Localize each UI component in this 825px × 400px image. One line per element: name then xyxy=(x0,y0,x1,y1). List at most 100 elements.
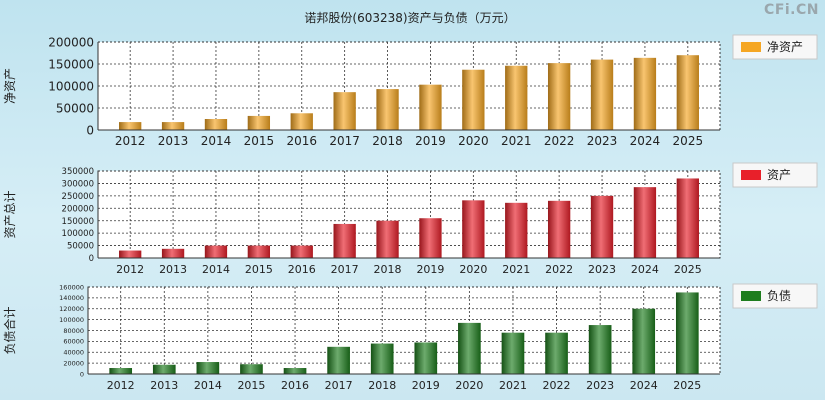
bar-2024 xyxy=(633,187,657,258)
x-tick-label: 2023 xyxy=(588,263,616,276)
y-tick-label: 50000 xyxy=(67,242,94,252)
bar-2023 xyxy=(588,325,612,374)
legend-label: 资产 xyxy=(767,168,791,182)
bar-2025 xyxy=(676,55,699,131)
bar-2022 xyxy=(547,200,571,258)
x-tick-label: 2018 xyxy=(372,134,403,148)
bar-2020 xyxy=(458,322,481,374)
x-tick-label: 2019 xyxy=(412,379,440,392)
y-axis-label: 净资产 xyxy=(3,68,17,104)
bar-2015 xyxy=(247,115,271,130)
x-tick-label: 2025 xyxy=(673,379,701,392)
x-tick-label: 2014 xyxy=(194,379,222,392)
bar-2024 xyxy=(633,57,657,131)
bar-2012 xyxy=(109,368,133,374)
bar-2017 xyxy=(327,346,350,374)
y-tick-label: 140000 xyxy=(59,294,84,302)
y-tick-label: 350000 xyxy=(62,167,94,177)
y-tick-label: 50000 xyxy=(56,101,94,115)
x-tick-label: 2022 xyxy=(544,134,575,148)
legend-label: 负债 xyxy=(767,289,791,303)
y-tick-label: 60000 xyxy=(63,338,84,346)
x-tick-label: 2021 xyxy=(502,263,530,276)
legend: 负债 xyxy=(732,283,818,309)
x-tick-label: 2016 xyxy=(286,134,317,148)
bar-2015 xyxy=(240,364,263,374)
x-tick-label: 2018 xyxy=(374,263,402,276)
bar-2016 xyxy=(283,368,307,374)
y-tick-label: 150000 xyxy=(48,57,94,71)
legend-label: 净资产 xyxy=(767,40,803,54)
bar-2014 xyxy=(204,245,228,258)
x-tick-label: 2023 xyxy=(586,379,614,392)
x-tick-label: 2016 xyxy=(281,379,309,392)
bar-2019 xyxy=(419,218,442,258)
x-tick-label: 2013 xyxy=(150,379,178,392)
y-tick-label: 20000 xyxy=(63,359,84,367)
bar-2021 xyxy=(505,65,528,130)
y-tick-label: 150000 xyxy=(62,217,94,227)
x-tick-label: 2023 xyxy=(587,134,618,148)
x-tick-label: 2012 xyxy=(115,134,146,148)
bar-2012 xyxy=(119,122,142,130)
y-tick-label: 120000 xyxy=(59,305,84,313)
x-tick-label: 2024 xyxy=(631,263,659,276)
x-tick-label: 2024 xyxy=(630,134,661,148)
x-tick-label: 2014 xyxy=(202,263,230,276)
bar-2018 xyxy=(370,343,394,374)
bar-2017 xyxy=(333,92,356,130)
x-tick-label: 2017 xyxy=(331,263,359,276)
x-tick-label: 2022 xyxy=(545,263,573,276)
x-tick-label: 2020 xyxy=(458,134,489,148)
bar-2013 xyxy=(161,248,185,258)
bar-2016 xyxy=(290,113,313,130)
bar-2025 xyxy=(675,292,699,374)
bar-2019 xyxy=(419,84,442,130)
y-tick-label: 160000 xyxy=(59,283,84,291)
x-tick-label: 2016 xyxy=(288,263,316,276)
bar-2014 xyxy=(204,119,228,130)
watermark-logo: CFi.CN xyxy=(764,2,819,18)
bar-2023 xyxy=(590,59,614,130)
y-tick-label: 250000 xyxy=(62,192,94,202)
bar-2021 xyxy=(505,202,528,258)
x-tick-label: 2013 xyxy=(158,134,189,148)
bar-2014 xyxy=(196,362,220,374)
y-tick-label: 100000 xyxy=(62,229,94,239)
plot-area xyxy=(98,171,720,258)
bar-2022 xyxy=(547,63,571,131)
y-tick-label: 0 xyxy=(89,254,94,264)
bar-2020 xyxy=(462,69,485,130)
bar-2025 xyxy=(676,178,699,258)
chart-title: 诺邦股份(603238)资产与负债（万元） xyxy=(304,11,515,25)
x-tick-label: 2019 xyxy=(415,134,446,148)
panel-2: 0 50000 100000 150000 200000 250000 300000 3500… xyxy=(3,162,818,276)
y-axis-label: 资产总计 xyxy=(3,190,17,238)
plot-area xyxy=(98,42,720,130)
x-tick-label: 2015 xyxy=(245,263,273,276)
x-tick-label: 2022 xyxy=(543,379,571,392)
x-tick-label: 2014 xyxy=(201,134,232,148)
x-tick-label: 2025 xyxy=(674,263,702,276)
y-tick-label: 100000 xyxy=(59,316,84,324)
legend: 净资产 xyxy=(732,34,818,60)
bar-2013 xyxy=(161,122,185,130)
legend-swatch xyxy=(741,42,761,52)
y-tick-label: 40000 xyxy=(63,349,84,357)
legend-swatch xyxy=(741,291,761,301)
y-tick-label: 80000 xyxy=(63,327,84,335)
bar-2017 xyxy=(333,223,356,258)
y-tick-label: 0 xyxy=(86,123,94,137)
x-tick-label: 2017 xyxy=(329,134,360,148)
x-tick-label: 2020 xyxy=(455,379,483,392)
bar-2022 xyxy=(545,332,568,374)
x-tick-label: 2015 xyxy=(244,134,275,148)
bar-2019 xyxy=(414,342,438,374)
bar-2015 xyxy=(247,245,271,258)
legend-swatch xyxy=(741,170,761,180)
bar-2021 xyxy=(501,332,525,374)
x-tick-label: 2017 xyxy=(325,379,353,392)
panel-1: 0 50000 100000 150000 200000 2012 2013 2014 2015… xyxy=(3,34,818,148)
legend: 资产 xyxy=(732,162,818,188)
